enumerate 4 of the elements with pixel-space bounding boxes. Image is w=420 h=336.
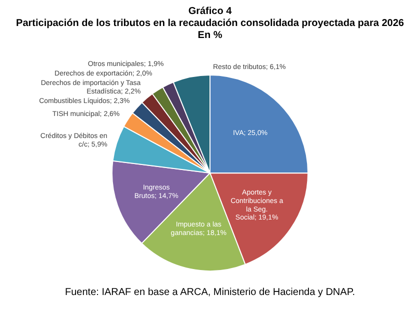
chart-title: Gráfico 4 [188,6,232,17]
text: En % [198,30,222,41]
chart-subtitle: Participación de los tributos en la recaudación consolidada proyectada para 2026 [16,18,404,29]
source-note: Fuente: IARAF en base a ARCA, Ministerio de Hacienda y DNAP. [65,287,355,298]
